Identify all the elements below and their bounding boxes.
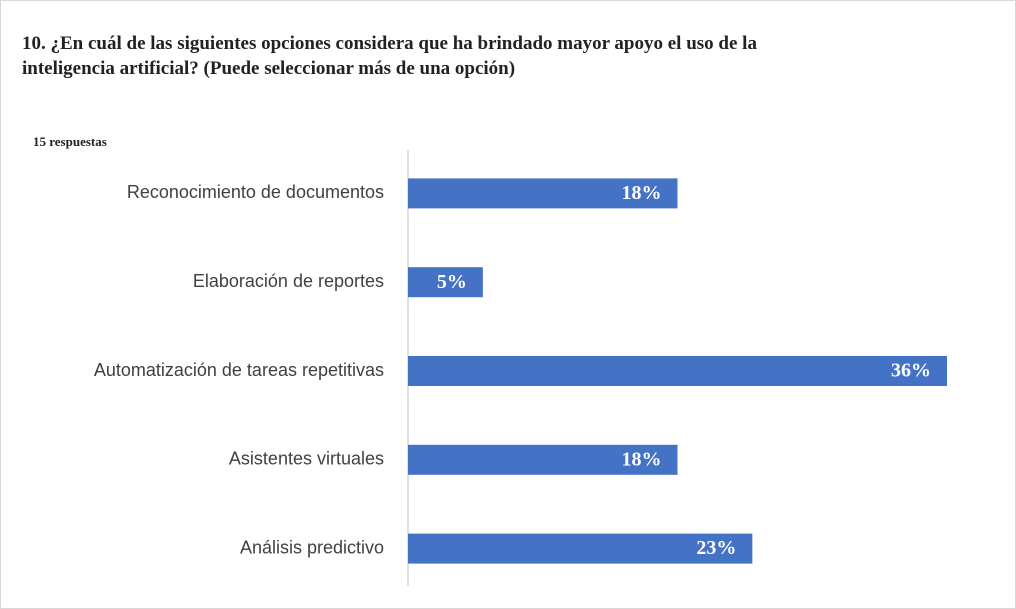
data-label: 36% (891, 360, 931, 382)
data-label: 18% (622, 182, 662, 204)
data-label: 18% (622, 448, 662, 470)
category-label: Elaboración de reportes (193, 271, 384, 291)
bar (408, 444, 678, 475)
chart-title: 10. ¿En cuál de las siguientes opciones … (22, 33, 757, 79)
category-label: Análisis predictivo (240, 537, 384, 557)
bar (408, 178, 678, 209)
bar (408, 356, 947, 386)
category-label: Reconocimiento de documentos (127, 182, 384, 202)
category-label: Asistentes virtuales (229, 449, 384, 469)
bar (408, 267, 483, 298)
data-label: 5% (437, 271, 467, 293)
data-label: 23% (696, 537, 736, 559)
category-label: Automatización de tareas repetitivas (94, 360, 384, 380)
chart-subtitle: 15 respuestas (33, 134, 107, 149)
bar (408, 533, 753, 564)
